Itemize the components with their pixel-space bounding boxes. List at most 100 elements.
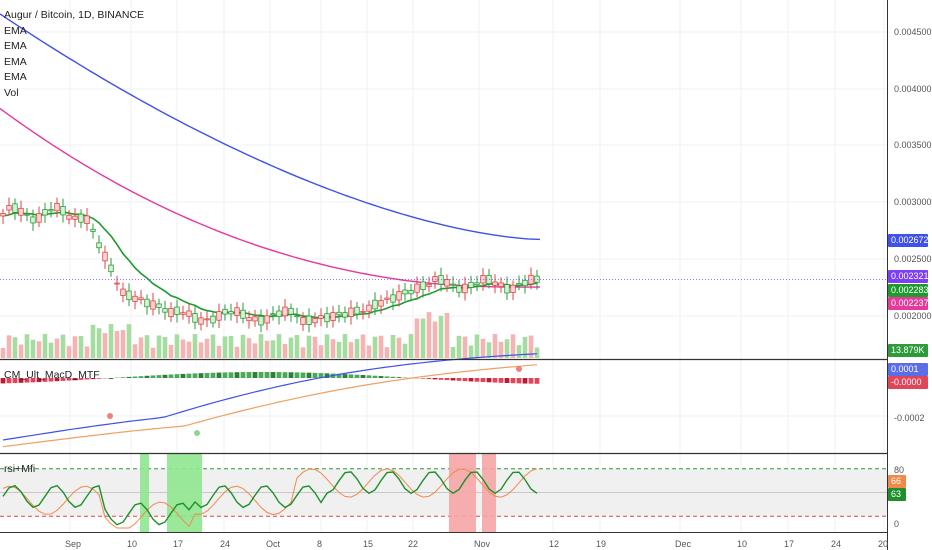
volume-bar xyxy=(378,335,384,358)
macd-histogram-bar xyxy=(162,374,168,378)
candle-body xyxy=(420,281,426,290)
candle-body xyxy=(252,316,258,322)
time-tick: 10 xyxy=(127,539,138,549)
time-tick: 20 xyxy=(878,539,889,549)
candle-body xyxy=(138,297,144,301)
candle-body xyxy=(348,307,354,318)
candle-body xyxy=(414,283,420,293)
macd-histogram-bar xyxy=(348,374,354,378)
study-ema-4[interactable]: EMA xyxy=(4,71,27,83)
macd-cross-dot xyxy=(194,430,200,436)
study-ema-2[interactable]: EMA xyxy=(4,40,27,52)
macd-histogram-bar xyxy=(42,378,48,382)
ema-pink-price-label: 0.002237 xyxy=(888,297,929,310)
candle-body xyxy=(216,311,222,321)
volume-bar xyxy=(450,346,456,358)
macd-histogram-bar xyxy=(444,378,450,381)
macd-histogram-bar xyxy=(468,378,474,382)
volume-bar xyxy=(534,347,540,358)
price-tick: 0.002000 xyxy=(894,311,932,321)
volume-bar xyxy=(438,315,444,358)
study-ema-3[interactable]: EMA xyxy=(4,56,27,68)
macd-histogram-bar xyxy=(354,374,360,378)
candle-body xyxy=(24,213,30,216)
candle-body xyxy=(90,228,96,232)
candle-body xyxy=(114,282,120,285)
macd-histogram-bar xyxy=(516,378,522,384)
volume-bar xyxy=(414,318,420,358)
macd-histogram-bar xyxy=(228,372,234,378)
macd-histogram-bar xyxy=(72,378,78,381)
volume-bar xyxy=(480,338,486,358)
macd-histogram-bar xyxy=(372,375,378,378)
macd-histogram-bar xyxy=(486,378,492,383)
volume-bar xyxy=(252,343,258,358)
volume-bar xyxy=(132,344,138,358)
time-tick: 22 xyxy=(408,539,419,549)
volume-bar xyxy=(408,334,414,358)
macd-histogram-bar xyxy=(456,378,462,381)
candle-body xyxy=(276,310,282,318)
volume-bar xyxy=(216,345,222,358)
volume-bar xyxy=(54,338,60,358)
volume-bar xyxy=(426,312,432,358)
candle-body xyxy=(510,284,516,293)
ema-pink-line xyxy=(0,107,541,288)
volume-bar xyxy=(504,339,510,358)
study-ema-1[interactable]: EMA xyxy=(4,25,27,37)
candle-body xyxy=(504,284,510,294)
macd-histogram-bar xyxy=(510,378,516,384)
macd-histogram-bar xyxy=(150,375,156,378)
time-tick: Sep xyxy=(65,539,82,549)
macd-histogram-bar xyxy=(270,372,276,378)
rsi-tick: 0 xyxy=(894,519,900,529)
volume-label: 13.879K xyxy=(888,344,928,357)
macd-pane-title[interactable]: CM_Ult_MacD_MTF xyxy=(4,369,100,381)
macd-cross-dot xyxy=(107,413,113,419)
volume-bar xyxy=(48,342,54,358)
study-vol[interactable]: Vol xyxy=(4,87,19,99)
candle-body xyxy=(54,203,60,212)
macd-histogram-bar xyxy=(144,375,150,378)
candle-body xyxy=(318,315,324,319)
volume-bar xyxy=(162,336,168,358)
volume-bar xyxy=(144,335,150,358)
volume-bar xyxy=(210,334,216,358)
price-tick: 0.002500 xyxy=(894,254,932,264)
candle-body xyxy=(150,300,156,310)
volume-bar xyxy=(522,336,528,358)
volume-bar xyxy=(300,347,306,358)
volume-bar xyxy=(468,345,474,358)
candle-body xyxy=(126,290,132,301)
time-tick: 8 xyxy=(317,539,323,549)
volume-bar xyxy=(66,346,72,358)
macd-signal-line xyxy=(2,364,538,448)
rsi-pane-title[interactable]: rsi+Mfi xyxy=(4,463,36,475)
candle-body xyxy=(42,209,48,216)
macd-histogram-bar xyxy=(60,378,66,381)
volume-bar xyxy=(12,337,18,358)
volume-bar xyxy=(102,333,108,358)
candle-body xyxy=(132,295,138,302)
volume-bar xyxy=(516,345,522,358)
volume-bar xyxy=(498,341,504,358)
volume-bar xyxy=(372,336,378,358)
symbol-title[interactable]: Augur / Bitcoin, 1D, BINANCE xyxy=(4,9,145,21)
volume-bar xyxy=(270,340,276,358)
volume-bar xyxy=(330,339,336,358)
macd-histogram-bar xyxy=(48,378,54,382)
volume-bar xyxy=(342,334,348,358)
volume-bar xyxy=(186,341,192,358)
rsi-value-label: 63 xyxy=(888,488,906,501)
rsi-highlight-zone xyxy=(167,453,202,532)
candle-body xyxy=(516,282,522,286)
candle-body xyxy=(354,306,360,315)
volume-bar xyxy=(222,336,228,358)
macd-histogram-bar xyxy=(54,378,60,382)
volume-bar xyxy=(354,339,360,358)
volume-bar xyxy=(312,336,318,358)
candle-body xyxy=(96,242,102,249)
volume-bar xyxy=(120,329,126,358)
candle-body xyxy=(204,318,210,321)
